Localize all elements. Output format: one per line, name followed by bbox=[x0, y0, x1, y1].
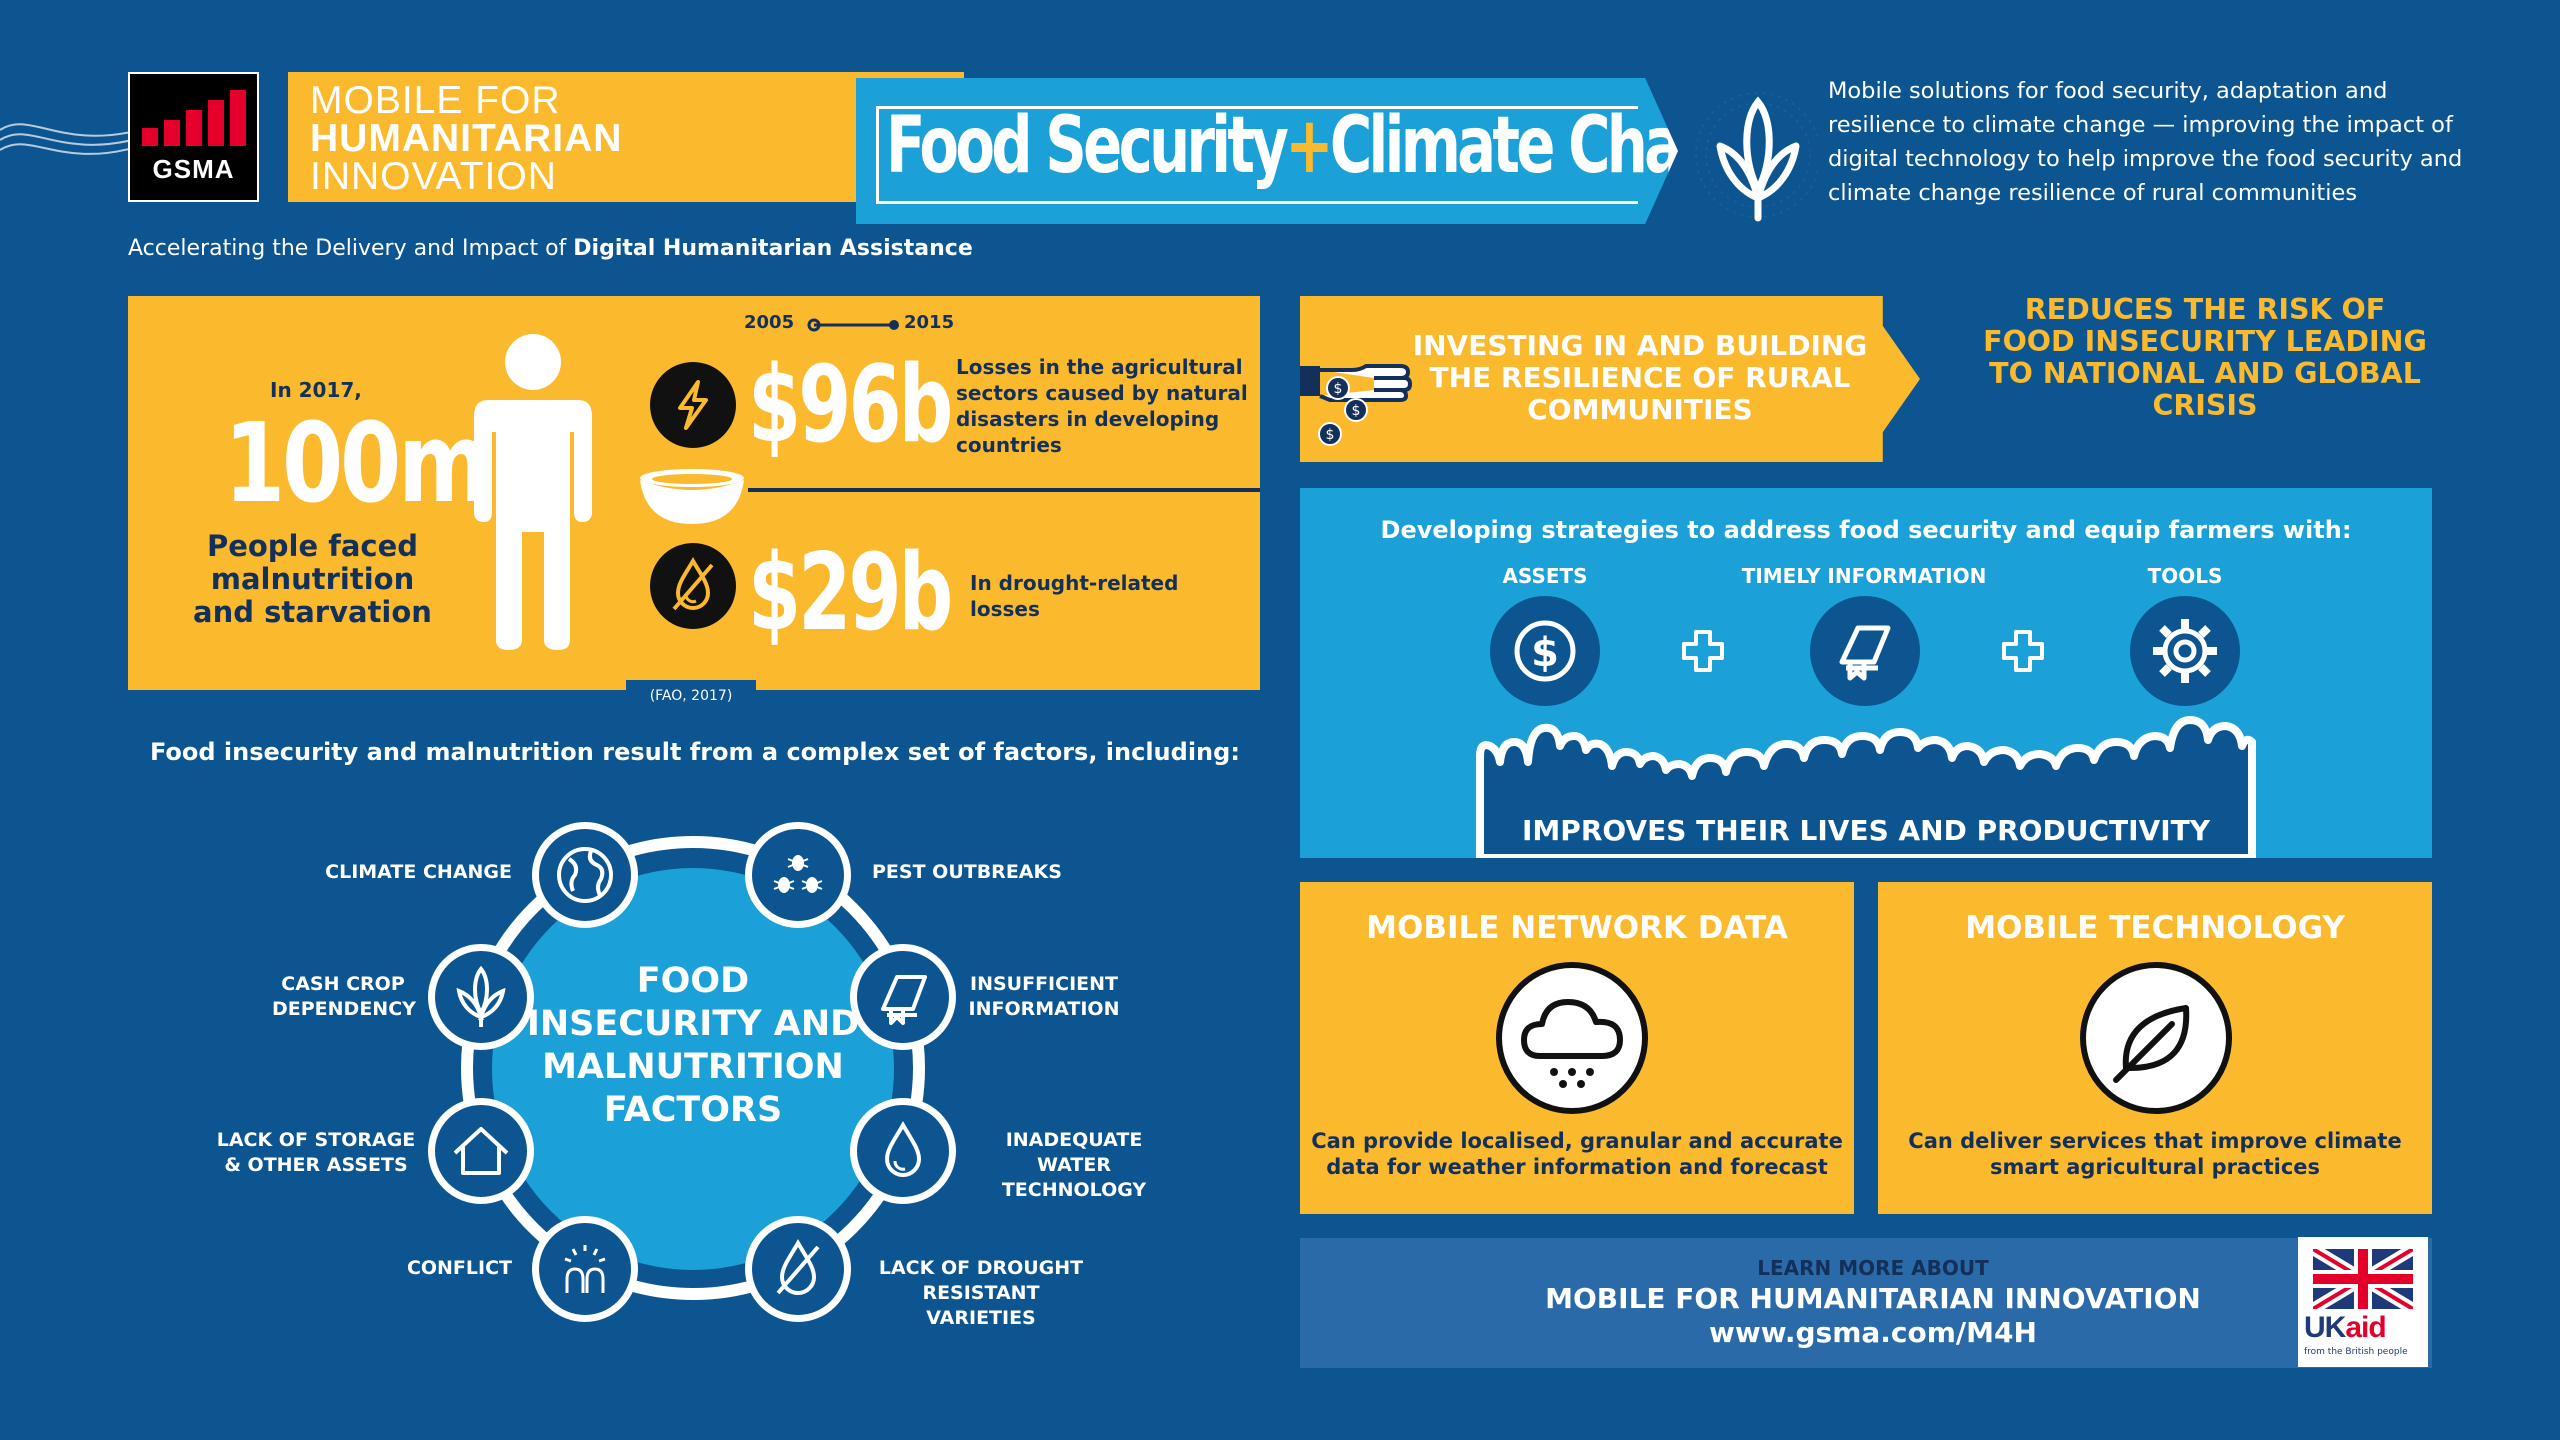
year-start: 2005 bbox=[744, 312, 795, 333]
corn-icon bbox=[428, 944, 534, 1050]
title-part-1: Food Security bbox=[886, 101, 1289, 191]
intro-text: Mobile solutions for food security, adap… bbox=[1828, 78, 2463, 206]
loss-drought-desc: In drought-related losses bbox=[970, 571, 1179, 621]
drought-drop-icon bbox=[650, 543, 736, 629]
title-plus: + bbox=[1285, 101, 1333, 191]
cloud-rain-icon bbox=[1496, 962, 1648, 1114]
lightning-icon bbox=[650, 362, 736, 448]
hand-money-icon: $ $ $ bbox=[1300, 364, 1412, 446]
strategy-label-timely-info: TIMELY INFORMATION bbox=[1741, 564, 1987, 588]
gsma-wordmark: GSMA bbox=[152, 154, 235, 184]
ukaid-wordmark: UKaid bbox=[2304, 1311, 2387, 1344]
learn-more-label: LEARN MORE ABOUT bbox=[1757, 1256, 1989, 1280]
mobile-technology-desc: Can deliver services that improve climat… bbox=[1908, 1129, 2402, 1179]
factor-label-storage: LACK OF STORAGE & OTHER ASSETS bbox=[216, 1129, 416, 1176]
drought-icon bbox=[745, 1216, 851, 1322]
m4h-brand-box: MOBILE FOR HUMANITARIAN INNOVATION bbox=[288, 72, 964, 202]
strategy-heading: Developing strategies to address food se… bbox=[1380, 516, 2352, 544]
learn-more-title: MOBILE FOR HUMANITARIAN INNOVATION bbox=[1545, 1282, 2201, 1315]
union-jack-icon bbox=[2313, 1249, 2413, 1309]
plus-icon bbox=[1682, 630, 1724, 672]
house-icon bbox=[428, 1098, 534, 1204]
factor-label-pest-outbreaks: PEST OUTBREAKS bbox=[872, 861, 1062, 883]
improves-text: IMPROVES THEIR LIVES AND PRODUCTIVITY bbox=[1522, 814, 2210, 847]
dollar-icon: $ bbox=[1490, 596, 1600, 706]
book-icon bbox=[850, 944, 956, 1050]
leaf-icon bbox=[2080, 962, 2232, 1114]
svg-text:$: $ bbox=[1326, 427, 1335, 443]
tagline: Accelerating the Delivery and Impact of … bbox=[128, 236, 973, 261]
people-count: 100m bbox=[224, 399, 490, 527]
farmers-crowd-icon bbox=[1476, 716, 2256, 858]
gear-icon bbox=[2130, 596, 2240, 706]
factors-ring bbox=[461, 836, 925, 1300]
bowl-icon bbox=[640, 469, 744, 524]
factor-label-insufficient-info: INSUFFICIENT INFORMATION bbox=[968, 973, 1120, 1020]
ukaid-logo: UKaid from the British people bbox=[2298, 1237, 2428, 1367]
factors-center-title: FOOD INSECURITY AND MALNUTRITION FACTORS bbox=[526, 961, 860, 1130]
corn-emblem-icon bbox=[1695, 92, 1818, 222]
book-icon bbox=[1810, 596, 1920, 706]
mobile-network-desc: Can provide localised, granular and accu… bbox=[1311, 1129, 1843, 1179]
year-end: 2015 bbox=[904, 312, 955, 333]
risk-text: REDUCES THE RISK OF FOOD INSECURITY LEAD… bbox=[1983, 293, 2427, 422]
plus-icon bbox=[2002, 630, 2044, 672]
factor-label-conflict: CONFLICT bbox=[406, 1257, 512, 1279]
loss-total-desc: Losses in the agricultural sectors cause… bbox=[956, 355, 1248, 457]
gsma-logo: GSMA bbox=[128, 72, 259, 202]
invest-text: INVESTING IN AND BUILDING THE RESILIENCE… bbox=[1412, 329, 1868, 426]
decorative-waves bbox=[0, 123, 140, 155]
ukaid-tagline: from the British people bbox=[2304, 1347, 2408, 1357]
factor-label-drought-varieties: LACK OF DROUGHT RESISTANT VARIETIES bbox=[878, 1257, 1084, 1329]
strategy-label-assets: ASSETS bbox=[1502, 564, 1588, 588]
learn-more-box bbox=[1300, 1238, 2432, 1368]
water-drop-icon bbox=[850, 1098, 956, 1204]
factor-label-water-tech: INADEQUATE WATER TECHNOLOGY bbox=[1001, 1129, 1147, 1201]
person-icon bbox=[474, 334, 592, 650]
mobile-technology-title: MOBILE TECHNOLOGY bbox=[1965, 910, 2345, 946]
svg-text:$: $ bbox=[1352, 403, 1361, 419]
svg-text:$: $ bbox=[1531, 630, 1559, 676]
page-title: Food Security+Climate Change bbox=[886, 96, 1678, 196]
gsma-bars-icon bbox=[142, 90, 246, 146]
people-desc: People faced malnutrition and starvation bbox=[193, 529, 432, 629]
bugs-icon bbox=[745, 822, 851, 928]
title-banner: Food Security+Climate Change bbox=[856, 78, 1678, 224]
factor-label-climate-change: CLIMATE CHANGE bbox=[325, 861, 512, 883]
tagline-prefix: Accelerating the Delivery and Impact of bbox=[128, 236, 574, 261]
factors-heading: Food insecurity and malnutrition result … bbox=[150, 738, 1240, 766]
loss-drought: $29b bbox=[748, 531, 953, 654]
strategy-label-tools: TOOLS bbox=[2147, 564, 2223, 588]
timeline-connector bbox=[807, 318, 899, 332]
source-citation: (FAO, 2017) bbox=[626, 680, 756, 710]
title-part-2: Climate Change bbox=[1329, 101, 1790, 191]
in-year-label: In 2017, bbox=[270, 378, 362, 402]
conflict-icon bbox=[532, 1216, 638, 1322]
title-frame bbox=[876, 106, 1638, 204]
globe-icon bbox=[532, 822, 638, 928]
loss-total: $96b bbox=[748, 343, 953, 466]
m4h-line-2: HUMANITARIAN bbox=[310, 117, 623, 160]
tagline-bold: Digital Humanitarian Assistance bbox=[573, 236, 973, 261]
m4h-line-1: MOBILE FOR bbox=[310, 79, 561, 122]
learn-more-url[interactable]: www.gsma.com/M4H bbox=[1709, 1316, 2037, 1349]
m4h-line-3: INNOVATION bbox=[310, 155, 557, 198]
factor-label-cash-crop: CASH CROP DEPENDENCY bbox=[272, 973, 416, 1020]
mobile-network-title: MOBILE NETWORK DATA bbox=[1366, 910, 1788, 946]
svg-text:$: $ bbox=[1334, 381, 1343, 397]
factors-center-circle bbox=[492, 868, 894, 1270]
stats-divider bbox=[748, 488, 1260, 492]
